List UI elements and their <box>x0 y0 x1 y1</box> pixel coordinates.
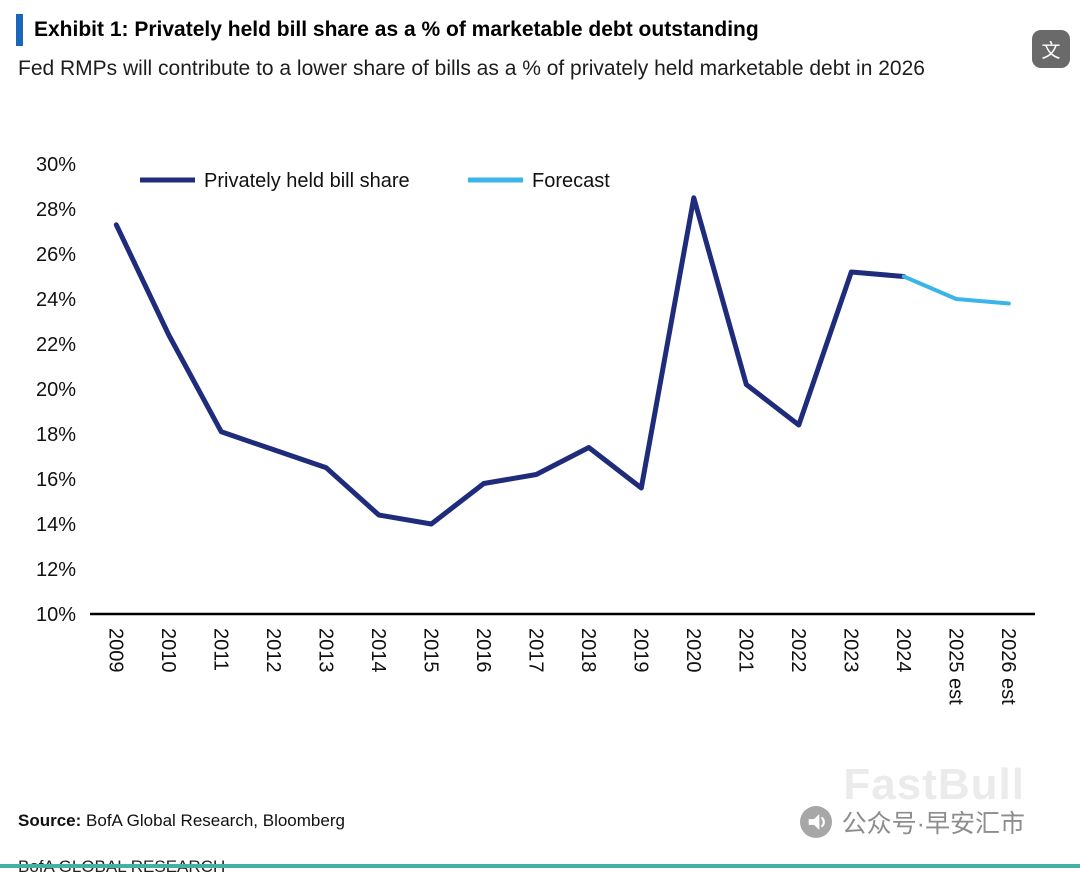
x-tick-label: 2019 <box>629 628 651 673</box>
x-tick-label: 2014 <box>367 628 389 673</box>
wechat-watermark: 公众号·早安汇市 <box>799 804 1025 840</box>
y-tick-label: 18% <box>36 424 76 446</box>
title-accent-bar <box>16 14 23 46</box>
x-tick-label: 2024 <box>892 628 914 673</box>
y-tick-label: 24% <box>36 289 76 311</box>
x-tick-label: 2023 <box>839 628 861 673</box>
source-label: Source: <box>18 811 82 830</box>
y-tick-label: 22% <box>36 334 76 356</box>
bill-share-line-chart: 10% 12% 14% 16% 18% 20% 22% 24% 26% 28% 30% 2009 201… <box>36 154 1035 705</box>
x-tick-label: 2010 <box>157 628 179 673</box>
x-tick-label: 2016 <box>472 628 494 673</box>
x-tick-label: 2017 <box>524 628 546 673</box>
x-tick-label: 2011 <box>209 628 231 671</box>
y-tick-label: 12% <box>36 559 76 581</box>
x-tick-label: 2026 est <box>997 628 1019 705</box>
megaphone-icon <box>799 806 832 838</box>
source-text: BofA Global Research, Bloomberg <box>86 811 345 830</box>
y-tick-label: 16% <box>36 469 76 491</box>
legend-label: Privately held bill share <box>204 170 410 192</box>
x-tick-label: 2021 <box>734 628 756 673</box>
x-tick-label: 2012 <box>262 628 284 673</box>
y-tick-label: 10% <box>36 604 76 626</box>
x-tick-label: 2018 <box>577 628 599 673</box>
translate-icon[interactable]: 文 <box>1032 30 1070 68</box>
y-tick-label: 26% <box>36 244 76 266</box>
x-tick-label: 2025 est <box>944 628 966 705</box>
x-tick-label: 2013 <box>314 628 336 673</box>
title-row: Exhibit 1: Privately held bill share as … <box>16 14 1064 46</box>
bottom-divider <box>0 864 1080 868</box>
y-tick-label: 30% <box>36 154 76 176</box>
translate-icon-glyph: 文 <box>1041 40 1061 62</box>
x-tick-label: 2009 <box>104 628 126 673</box>
source-line: Source: BofA Global Research, Bloomberg <box>18 811 345 831</box>
x-tick-label: 2015 <box>419 628 441 673</box>
exhibit-title: Exhibit 1: Privately held bill share as … <box>34 18 759 41</box>
x-tick-label: 2022 <box>787 628 809 673</box>
series-line <box>901 274 1011 306</box>
exhibit-subtitle: Fed RMPs will contribute to a lower shar… <box>18 56 925 80</box>
y-tick-label: 14% <box>36 514 76 536</box>
y-tick-label: 28% <box>36 199 76 221</box>
chart-area: 10% 12% 14% 16% 18% 20% 22% 24% 26% 28% 30% 2009 201… <box>0 144 1080 729</box>
header: Exhibit 1: Privately held bill share as … <box>0 0 1080 82</box>
fastbull-watermark: FastBull <box>843 760 1025 809</box>
x-tick-label: 2020 <box>682 628 704 673</box>
series-line <box>113 195 907 527</box>
wechat-watermark-text: 公众号·早安汇市 <box>841 810 1025 838</box>
legend-label: Forecast <box>532 170 610 192</box>
y-tick-label: 20% <box>36 379 76 401</box>
